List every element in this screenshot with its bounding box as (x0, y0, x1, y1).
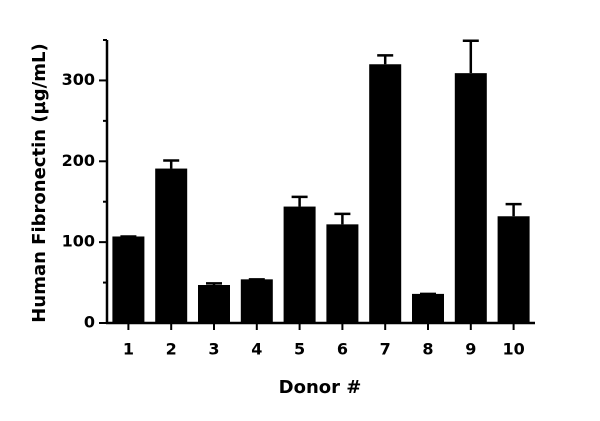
bar (412, 293, 444, 323)
x-tick-label: 5 (294, 340, 305, 359)
y-axis-title: Human Fibronectin (µg/mL) (29, 43, 50, 322)
error-bar (462, 39, 479, 74)
bar (497, 216, 530, 323)
bar (240, 279, 273, 323)
x-tick-label: 9 (465, 340, 476, 359)
x-tick-label: 2 (166, 340, 177, 359)
bar (454, 73, 487, 323)
x-tick-label: 3 (208, 340, 219, 359)
error-bar (377, 54, 394, 65)
error-bar (163, 159, 180, 169)
x-tick-label: 6 (337, 340, 348, 359)
bar (283, 206, 316, 323)
error-bar (206, 282, 222, 285)
bar (198, 284, 230, 323)
x-tick-label: 7 (380, 340, 391, 359)
bar (155, 168, 188, 323)
error-bar (505, 202, 522, 217)
error-bar (334, 212, 351, 225)
bar (326, 224, 359, 323)
y-tick-label: 300 (62, 70, 95, 89)
x-tick-label: 1 (123, 340, 134, 359)
y-tick-label: 0 (84, 313, 95, 332)
x-tick-label: 4 (251, 340, 262, 359)
bar (112, 236, 145, 323)
y-tick-label: 100 (62, 232, 95, 251)
x-axis-title: Donor # (279, 377, 362, 398)
x-tick-label: 8 (422, 340, 433, 359)
bar (369, 64, 402, 323)
x-tick-label: 10 (502, 340, 524, 359)
y-tick-label: 200 (62, 151, 95, 170)
error-bar (291, 195, 308, 207)
